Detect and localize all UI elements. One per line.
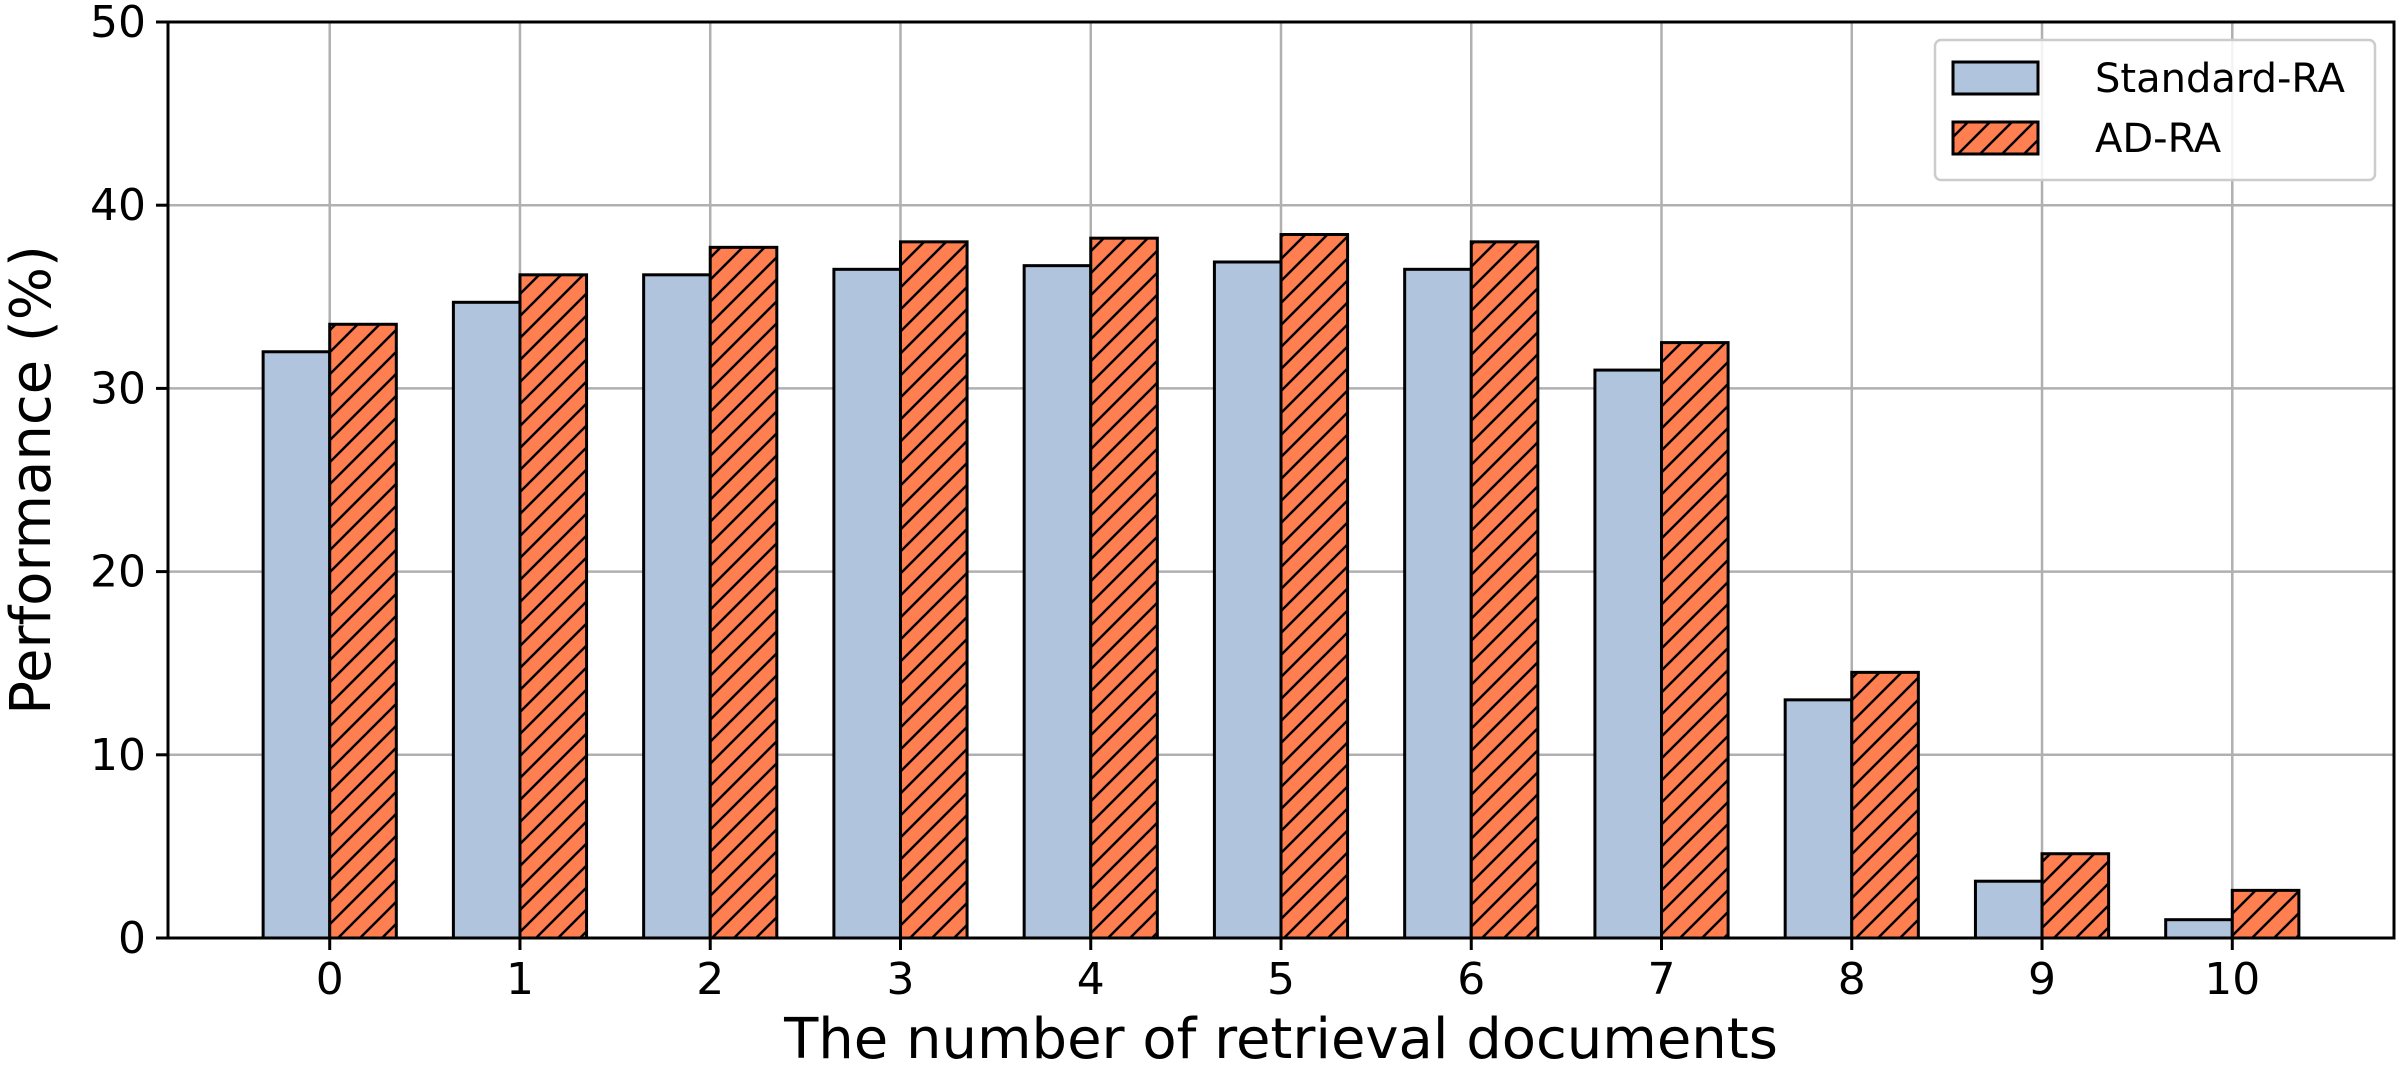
x-tick-label-4: 4 <box>1077 954 1105 1005</box>
bar-standard-ra-4-fill <box>1024 265 1091 938</box>
bar-ad-ra-2 <box>708 245 779 940</box>
bar-ad-ra-8 <box>1850 670 1920 940</box>
legend-box <box>1933 38 2377 182</box>
bar-standard-ra-10-fill <box>2165 919 2233 938</box>
bar-standard-ra-2-fill <box>643 274 711 938</box>
legend: Standard-RA AD-RA <box>1933 38 2377 182</box>
bar-standard-ra-8-fill <box>1785 699 1852 938</box>
y-tick-label-0: 0 <box>118 913 146 964</box>
bar-standard-ra-6-fill <box>1404 269 1472 938</box>
bar-standard-ra-3-fill <box>833 269 901 938</box>
y-tick-label-3: 30 <box>90 363 146 414</box>
legend-swatch-standard-ra <box>1951 60 2040 96</box>
x-tick-label-0: 0 <box>316 954 344 1005</box>
bar-ad-ra-1 <box>518 273 589 940</box>
y-tick-label-1: 10 <box>90 730 146 781</box>
axis-ticks: 0 10 20 30 40 50 0 1 2 3 4 5 6 7 8 9 10 <box>90 0 2260 1005</box>
bar-standard-ra-1-fill <box>453 302 520 938</box>
bar-ad-ra-6 <box>1469 240 1540 940</box>
x-tick-label-9: 9 <box>2028 954 2056 1005</box>
y-axis-title: Performance (%) <box>0 245 64 715</box>
bars <box>261 233 2301 940</box>
y-tick-label-2: 20 <box>90 547 146 598</box>
legend-swatch-standard-ra-fill <box>1953 62 2038 94</box>
bar-ad-ra-10 <box>2230 888 2301 940</box>
bar-ad-ra-3 <box>898 240 969 940</box>
bar-standard-ra-0-fill <box>263 351 330 938</box>
x-tick-label-1: 1 <box>506 954 534 1005</box>
x-tick-label-7: 7 <box>1648 954 1676 1005</box>
y-tick-label-4: 40 <box>90 180 146 231</box>
x-axis-title: The number of retrieval documents <box>783 1007 1778 1072</box>
legend-swatch-ad-ra <box>1951 120 2040 156</box>
y-tick-label-5: 50 <box>90 0 146 48</box>
x-tick-label-6: 6 <box>1457 954 1485 1005</box>
bar-ad-ra-7 <box>1660 341 1730 940</box>
bar-ad-ra-4 <box>1089 236 1159 940</box>
bar-ad-ra-0 <box>328 322 398 940</box>
legend-label-ad-ra: AD-RA <box>2095 116 2222 162</box>
legend-label-standard-ra: Standard-RA <box>2095 56 2346 102</box>
x-tick-label-2: 2 <box>696 954 724 1005</box>
bar-standard-ra-9-fill <box>1975 881 2043 938</box>
x-tick-label-10: 10 <box>2204 954 2260 1005</box>
x-tick-label-5: 5 <box>1267 954 1295 1005</box>
bar-ad-ra-5 <box>1279 233 1350 940</box>
x-tick-label-3: 3 <box>886 954 914 1005</box>
bar-standard-ra-5-fill <box>1214 261 1281 938</box>
bar-standard-ra-7-fill <box>1594 370 1662 939</box>
bar-ad-ra-9 <box>2040 852 2111 940</box>
x-tick-label-8: 8 <box>1838 954 1866 1005</box>
